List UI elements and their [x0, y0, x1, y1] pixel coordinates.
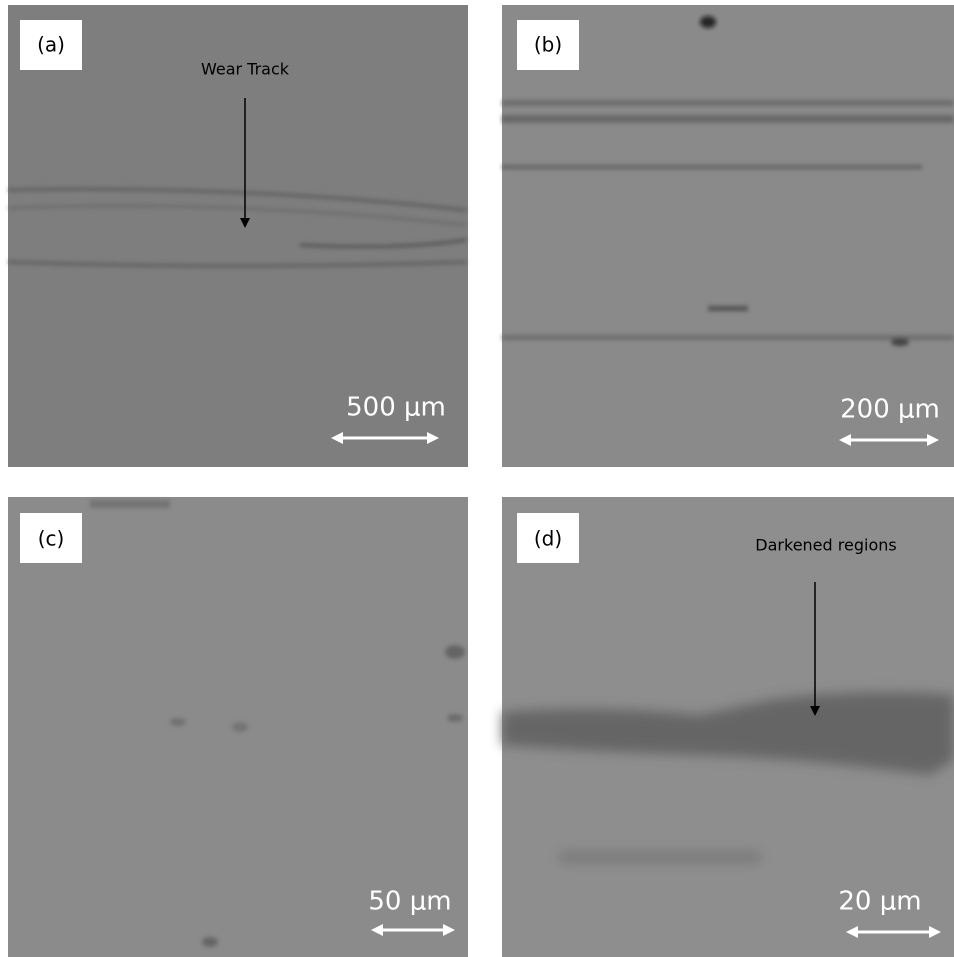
annotation: Wear Track: [201, 60, 290, 79]
panel-a: (a) Wear Track 500 μm: [8, 5, 468, 467]
scale-label: 50 μm: [368, 887, 451, 917]
figure: (a) Wear Track 500 μm (b) 200 μm: [0, 0, 954, 957]
scale-label: 200 μm: [840, 395, 940, 425]
scale-label: 20 μm: [838, 887, 921, 917]
panel-label: (c): [38, 527, 65, 551]
scale-label: 500 μm: [346, 393, 446, 423]
annotation: Darkened regions: [755, 536, 896, 555]
panel-c: (c) 50 μm: [8, 497, 468, 957]
panel-b: (b) 200 μm: [502, 5, 954, 467]
panel-label: (b): [534, 33, 562, 57]
panel-label: (d): [534, 527, 562, 551]
panel-label: (a): [37, 33, 65, 57]
panel-d: (d) Darkened regions 20 μm: [502, 497, 954, 957]
